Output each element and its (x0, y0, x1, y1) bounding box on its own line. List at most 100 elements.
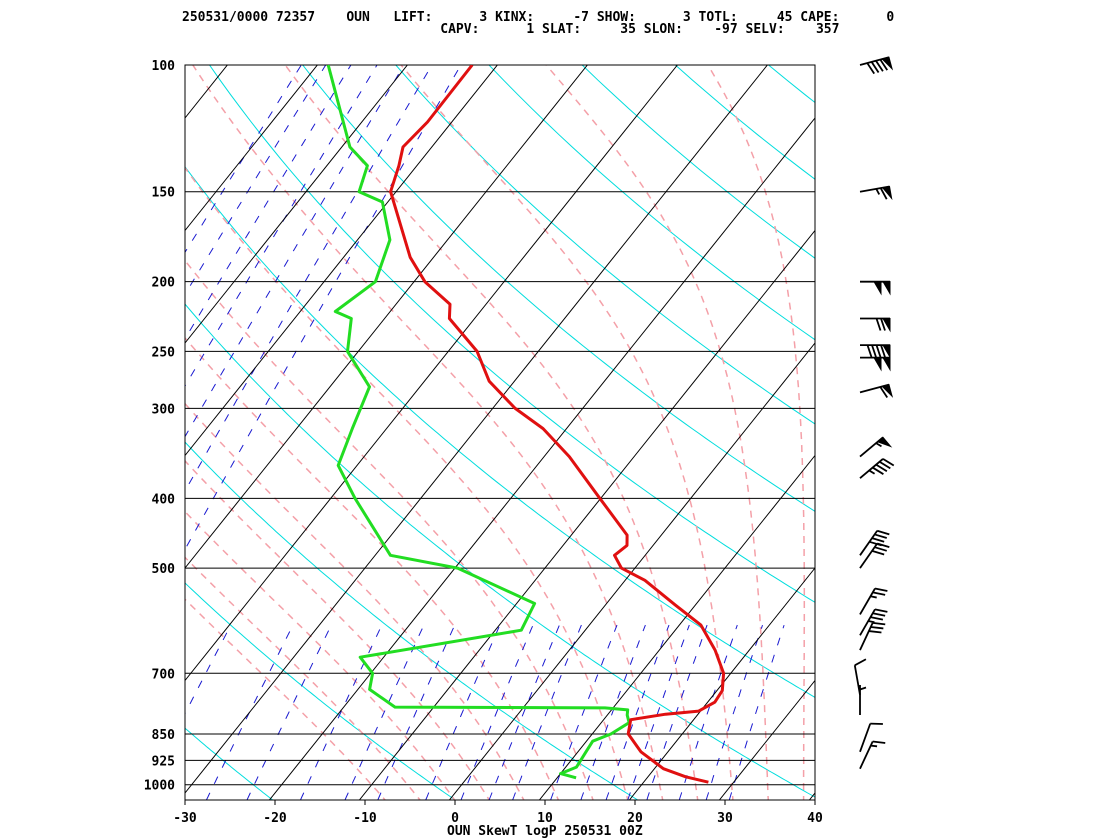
barb-flag (874, 608, 888, 613)
wind-barb (859, 722, 883, 753)
wind-barb (859, 587, 888, 615)
wind-barb (859, 383, 894, 398)
barb-flag (872, 612, 886, 617)
barb-flag (868, 630, 882, 634)
barb-flag (879, 59, 889, 71)
dewpoint-line (326, 65, 631, 780)
barb-flag (871, 344, 877, 358)
moist-adiabat (185, 459, 491, 800)
temperature-line (389, 65, 726, 784)
x-tick-label--20: -20 (263, 811, 287, 826)
moist-adiabat (185, 598, 387, 800)
isotherm (0, 65, 47, 800)
barb-staff (859, 530, 878, 556)
profiles (326, 65, 726, 784)
isotherm (185, 65, 408, 344)
wind-barb (859, 529, 890, 556)
mixing-ratio-line (344, 624, 425, 800)
mixing-ratio-line (205, 624, 294, 800)
isotherm (185, 65, 768, 794)
barb-flag (879, 187, 888, 200)
mixing-ratio-line (246, 624, 332, 800)
mixing-ratio-line (460, 624, 534, 800)
dry-adiabat (395, 65, 815, 425)
barb-flag (870, 61, 880, 73)
barb-flag (875, 318, 882, 331)
moist-adiabat (185, 336, 560, 800)
barb-half-flag (875, 442, 882, 448)
barb-flag (872, 466, 884, 475)
pressure-label-250: 250 (152, 345, 176, 360)
pressure-label-700: 700 (152, 667, 176, 682)
dry-adiabat (185, 303, 815, 798)
barb-flag (871, 537, 885, 543)
pressure-label-500: 500 (152, 562, 176, 577)
barb-flag (870, 616, 884, 621)
mixing-ratio-line (185, 624, 232, 715)
barb-flag (880, 318, 886, 331)
wind-barb (859, 622, 886, 651)
moist-adiabat (185, 402, 525, 800)
barb-staff (859, 608, 876, 636)
dry-adiabat (488, 65, 815, 341)
pressure-label-200: 200 (152, 276, 176, 291)
barb-pennant (881, 185, 893, 201)
mixing-ratio-line (705, 624, 763, 800)
mixing-ratio-line (728, 624, 785, 800)
isotherm (185, 65, 678, 682)
barb-flag (854, 658, 867, 667)
isotherm (629, 567, 815, 800)
wind-barb (859, 684, 867, 715)
dry-adiabat (185, 727, 274, 800)
moist-adiabat (185, 556, 421, 800)
barb-staff (859, 622, 874, 651)
mixing-ratio-line (605, 624, 670, 800)
mixing-ratio-line (185, 65, 405, 438)
barb-pennant (876, 436, 893, 448)
isotherm (539, 454, 815, 800)
isotherm (185, 65, 318, 232)
x-tick-label-20: 20 (627, 811, 643, 826)
isotherm (185, 65, 498, 457)
pressure-label-100: 100 (152, 59, 176, 74)
pressure-label-1000: 1000 (144, 779, 175, 794)
barb-flag (876, 542, 890, 548)
pressure-label-400: 400 (152, 492, 176, 507)
chart-footer-title: OUN SkewT logP 250531 00Z (447, 824, 643, 839)
mixing-ratio-line (512, 624, 582, 800)
moist-adiabat (707, 65, 806, 800)
wind-barb (860, 356, 891, 372)
pressure-label-300: 300 (152, 402, 176, 417)
mixing-ratio-line (300, 624, 383, 800)
barb-flag (874, 587, 888, 592)
moist-adiabat (400, 65, 734, 800)
background-lines (0, 65, 815, 800)
wind-barb (860, 317, 891, 333)
wind-barb (859, 542, 890, 569)
isotherm (719, 679, 815, 800)
header-line-1: 250531/0000 72357 OUN LIFT: 3 KINX: -7 S… (182, 10, 895, 25)
barb-staff (859, 741, 874, 770)
mixing-ratio-line (185, 65, 327, 296)
dry-adiabat (185, 582, 457, 800)
mixing-ratio-line (580, 624, 646, 800)
barb-flag (866, 62, 875, 75)
moist-adiabat (284, 65, 699, 800)
barb-half-flag (875, 188, 881, 195)
dry-adiabat (302, 65, 815, 512)
mixing-ratio-line (627, 624, 690, 800)
mixing-ratio-line (185, 65, 378, 387)
mixing-ratio-line (488, 624, 560, 800)
isobars (184, 64, 816, 801)
pressure-label-925: 925 (152, 754, 175, 769)
x-tick-label-40: 40 (807, 811, 823, 826)
barb-pennant (882, 344, 891, 359)
barb-flag (875, 463, 888, 473)
barb-half-flag (870, 595, 877, 599)
isotherm (0, 65, 137, 800)
barb-pennant (881, 56, 894, 71)
barb-flag (870, 626, 884, 630)
moist-adiabat (191, 65, 664, 800)
mixing-ratio-line (185, 65, 352, 340)
